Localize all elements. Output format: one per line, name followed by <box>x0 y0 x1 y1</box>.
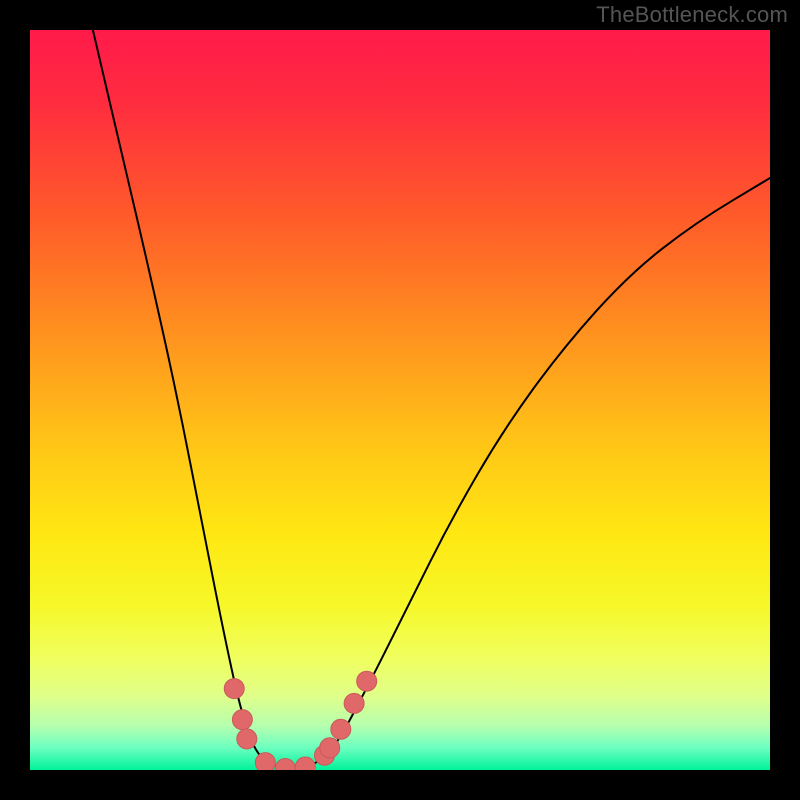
curve-marker <box>232 710 252 730</box>
curve-marker <box>255 753 275 773</box>
curve-marker <box>357 671 377 691</box>
curve-marker <box>237 729 257 749</box>
bottleneck-chart-svg <box>0 0 800 800</box>
curve-marker <box>344 693 364 713</box>
curve-marker <box>224 679 244 699</box>
chart-container: TheBottleneck.com <box>0 0 800 800</box>
plot-background <box>30 30 770 770</box>
watermark-text: TheBottleneck.com <box>596 2 788 28</box>
curve-marker <box>320 738 340 758</box>
curve-marker <box>331 719 351 739</box>
